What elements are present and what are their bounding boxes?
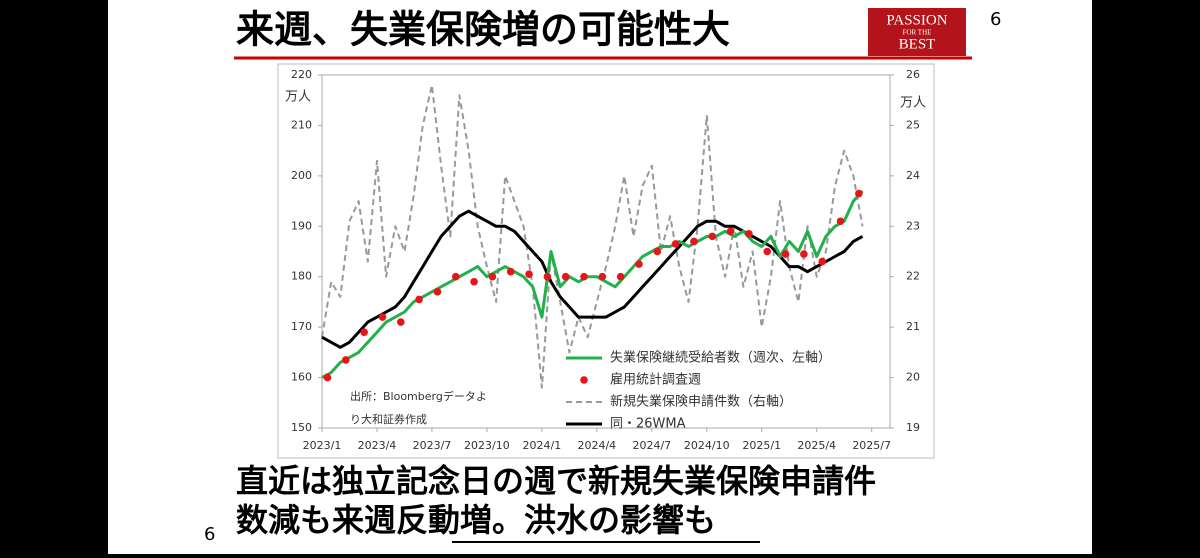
data-point: [525, 270, 533, 278]
legend-label: 新規失業保険申請件数（右軸）: [610, 394, 792, 410]
x-tick-label: 2024/7: [632, 439, 671, 452]
y-tick-label: 220: [291, 68, 312, 81]
data-point: [745, 230, 753, 238]
page-number: 6: [990, 9, 1001, 30]
data-point: [396, 318, 405, 326]
data-point: [690, 237, 698, 246]
x-tick-label: 2024/1: [523, 439, 562, 452]
data-point: [616, 272, 625, 281]
data-point: [580, 272, 588, 281]
data-point: [342, 356, 350, 364]
y2-tick-label: 21: [906, 320, 920, 333]
x-tick-label: 2025/4: [797, 439, 836, 452]
y-tick-label: 190: [291, 219, 312, 232]
data-point: [781, 250, 790, 258]
legend-label: 失業保険継続受給者数（週次、左軸）: [610, 350, 831, 366]
data-point: [470, 277, 478, 286]
x-tick-label: 2024/10: [684, 439, 730, 452]
data-point: [506, 267, 515, 276]
y2-tick-label: 23: [906, 219, 920, 232]
y2-tick-label: 19: [906, 421, 920, 434]
slide-title: 来週、失業保険増の可能性大: [236, 8, 730, 52]
data-point: [561, 272, 570, 281]
x-tick-label: 2025/7: [852, 439, 891, 452]
logo-text: PASSION: [886, 12, 947, 28]
data-point: [488, 272, 497, 281]
y-tick-label: 160: [291, 371, 312, 384]
y2-tick-label: 20: [906, 371, 920, 384]
x-tick-label: 2023/4: [358, 439, 397, 452]
y2-axis-label: 万人: [900, 96, 926, 111]
data-point: [726, 227, 735, 236]
data-point: [323, 373, 332, 382]
data-point: [433, 288, 442, 296]
x-tick-label: 2023/1: [303, 439, 342, 452]
x-tick-label: 2025/1: [742, 439, 781, 452]
data-point: [543, 272, 552, 281]
x-tick-label: 2023/10: [464, 439, 510, 452]
source-note: 出所：Bloombergデータよ: [350, 389, 487, 403]
x-tick-label: 2023/7: [413, 439, 452, 452]
data-point: [855, 189, 863, 198]
data-point: [671, 240, 680, 248]
logo: [868, 8, 966, 56]
y-tick-label: 170: [291, 320, 312, 333]
y-tick-label: 180: [291, 270, 312, 283]
legend-label: 同・26WMA: [610, 417, 686, 432]
series-line: [321, 84, 864, 389]
series-line: [321, 209, 864, 349]
y2-tick-label: 25: [906, 118, 920, 131]
logo-text: BEST: [899, 36, 936, 52]
chart: 150 160 170 180 190 200 210 220 19 20 21 22 23 24 25 26…: [285, 68, 926, 452]
body-text: 直近は独立記念日の週で新規失業保険申請件: [236, 462, 876, 500]
y-tick-label: 210: [291, 118, 312, 131]
series-line: [321, 189, 864, 379]
data-point: [635, 260, 643, 268]
y2-tick-label: 22: [906, 270, 920, 283]
y-tick-label: 150: [291, 421, 312, 434]
data-point: [763, 247, 772, 256]
y2-tick-label: 26: [906, 68, 920, 81]
data-point: [836, 217, 845, 226]
data-point: [653, 247, 662, 256]
logo-text: FOR THE: [903, 29, 932, 37]
data-point: [415, 295, 423, 304]
data-point: [598, 272, 607, 281]
page-number: 6: [204, 524, 215, 545]
data-point: [378, 313, 387, 321]
data-point: [451, 272, 460, 281]
x-tick-label: 2024/4: [577, 439, 616, 452]
legend-swatch: [580, 376, 588, 384]
body-text: 数減も来週反動増。洪水の影響も: [236, 501, 716, 539]
legend-label: 雇用統計調査週: [610, 372, 701, 388]
data-point: [708, 232, 717, 241]
data-point: [800, 250, 808, 258]
y-axis-label: 万人: [285, 90, 311, 105]
y2-tick-label: 24: [906, 169, 920, 182]
data-point: [818, 257, 827, 266]
plot-area: [321, 74, 891, 429]
data-point: [360, 328, 368, 336]
source-note: り大和証券作成: [350, 412, 427, 426]
y-tick-label: 200: [291, 169, 312, 182]
